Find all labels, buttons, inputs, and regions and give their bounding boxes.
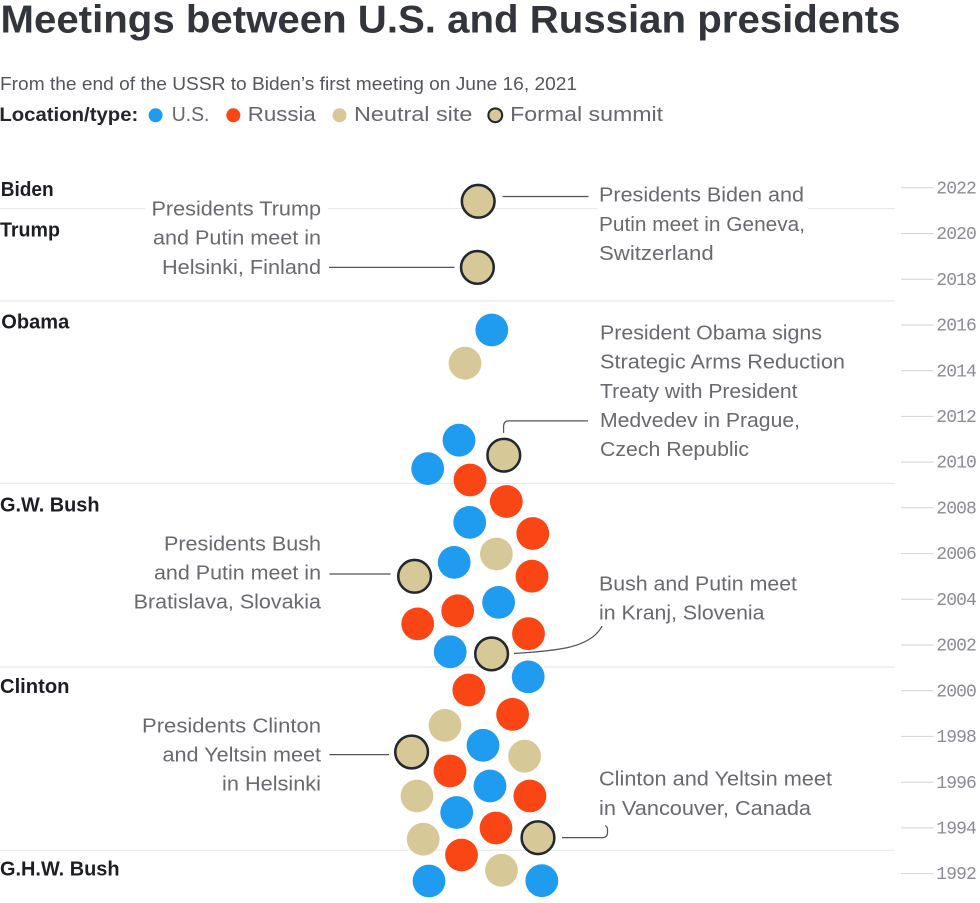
svg-text:G.H.W. Bush: G.H.W. Bush: [0, 858, 120, 880]
svg-text:2016: 2016: [936, 317, 977, 337]
svg-text:2010: 2010: [936, 454, 977, 474]
svg-text:Strategic Arms Reduction: Strategic Arms Reduction: [600, 352, 845, 374]
svg-text:Czech Republic: Czech Republic: [600, 439, 749, 461]
svg-text:2014: 2014: [936, 362, 977, 382]
svg-text:in Helsinki: in Helsinki: [222, 774, 321, 796]
svg-text:Meetings between U.S. and Russ: Meetings between U.S. and Russian presid…: [1, 0, 901, 42]
svg-text:Formal summit: Formal summit: [510, 104, 664, 126]
svg-text:in Vancouver, Canada: in Vancouver, Canada: [599, 798, 812, 820]
svg-text:2002: 2002: [936, 637, 977, 657]
svg-text:Bratislava, Slovakia: Bratislava, Slovakia: [134, 592, 322, 614]
svg-text:Presidents Biden and: Presidents Biden and: [599, 185, 804, 207]
svg-text:1994: 1994: [936, 820, 977, 840]
svg-text:2004: 2004: [936, 591, 977, 611]
svg-text:2022: 2022: [936, 179, 977, 199]
svg-text:2012: 2012: [936, 408, 977, 428]
svg-text:President Obama signs: President Obama signs: [600, 323, 822, 345]
svg-text:1996: 1996: [936, 774, 977, 794]
svg-text:and Yeltsin meet: and Yeltsin meet: [163, 745, 322, 767]
svg-text:Putin meet in Geneva,: Putin meet in Geneva,: [599, 214, 805, 236]
svg-text:Bush and Putin meet: Bush and Putin meet: [599, 574, 797, 596]
svg-text:Treaty with President: Treaty with President: [600, 381, 798, 403]
svg-text:and Putin meet in: and Putin meet in: [153, 228, 321, 250]
svg-text:Russia: Russia: [248, 104, 317, 126]
svg-text:Helsinki, Finland: Helsinki, Finland: [162, 257, 321, 279]
svg-text:Presidents Bush: Presidents Bush: [164, 533, 321, 555]
svg-text:2000: 2000: [936, 682, 977, 702]
svg-text:in Kranj, Slovenia: in Kranj, Slovenia: [599, 602, 765, 624]
svg-text:2006: 2006: [936, 545, 977, 565]
svg-text:Medvedev in Prague,: Medvedev in Prague,: [600, 410, 800, 432]
svg-text:2008: 2008: [936, 499, 977, 519]
svg-text:Presidents Trump: Presidents Trump: [152, 198, 322, 220]
svg-text:G.W. Bush: G.W. Bush: [0, 494, 100, 516]
svg-text:2020: 2020: [936, 225, 977, 245]
svg-text:Neutral site: Neutral site: [354, 104, 472, 126]
svg-text:Clinton and Yeltsin meet: Clinton and Yeltsin meet: [599, 769, 832, 791]
svg-text:Trump: Trump: [0, 220, 60, 242]
svg-text:U.S.: U.S.: [172, 104, 210, 126]
svg-text:2018: 2018: [936, 271, 977, 291]
svg-text:Switzerland: Switzerland: [599, 243, 714, 265]
svg-text:Clinton: Clinton: [0, 676, 70, 698]
svg-text:and Putin meet in: and Putin meet in: [154, 562, 321, 584]
svg-text:1998: 1998: [936, 728, 977, 748]
svg-text:From the end of the USSR to Bi: From the end of the USSR to Biden’s firs…: [0, 74, 577, 94]
svg-text:Presidents Clinton: Presidents Clinton: [142, 716, 321, 738]
svg-text:Obama: Obama: [1, 312, 70, 334]
svg-text:Biden: Biden: [1, 179, 54, 201]
svg-text:1992: 1992: [936, 865, 977, 885]
svg-text:Location/type:: Location/type:: [0, 104, 138, 126]
